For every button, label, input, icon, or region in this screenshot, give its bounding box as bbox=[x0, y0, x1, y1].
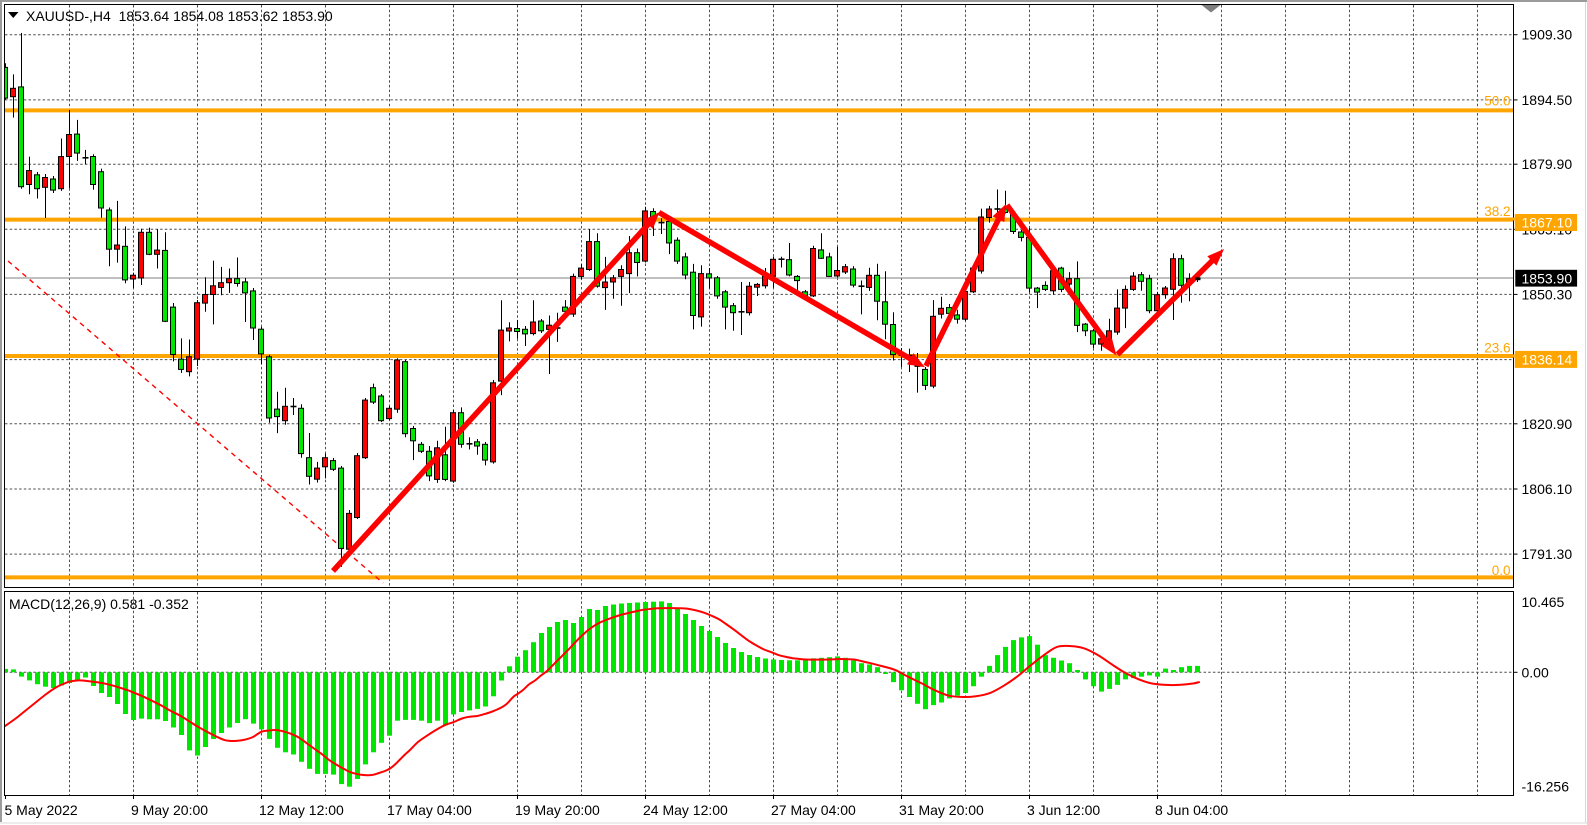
svg-text:1820.90: 1820.90 bbox=[1522, 416, 1573, 432]
svg-text:38.2: 38.2 bbox=[1484, 204, 1510, 219]
svg-text:3 Jun 12:00: 3 Jun 12:00 bbox=[1027, 802, 1100, 818]
svg-text:1791.30: 1791.30 bbox=[1522, 546, 1573, 562]
svg-text:8 Jun 04:00: 8 Jun 04:00 bbox=[1155, 802, 1228, 818]
svg-text:-16.256: -16.256 bbox=[1522, 779, 1570, 795]
svg-text:1850.30: 1850.30 bbox=[1522, 286, 1573, 302]
svg-text:0.00: 0.00 bbox=[1522, 664, 1549, 680]
svg-text:1806.10: 1806.10 bbox=[1522, 481, 1573, 497]
svg-text:1853.90: 1853.90 bbox=[1522, 270, 1573, 286]
svg-text:MACD(12,26,9) 0.581 -0.352: MACD(12,26,9) 0.581 -0.352 bbox=[9, 596, 189, 612]
svg-text:1879.90: 1879.90 bbox=[1522, 156, 1573, 172]
svg-text:24 May 12:00: 24 May 12:00 bbox=[643, 802, 728, 818]
svg-text:1867.10: 1867.10 bbox=[1522, 215, 1573, 231]
svg-text:31 May 20:00: 31 May 20:00 bbox=[899, 802, 984, 818]
svg-text:1909.30: 1909.30 bbox=[1522, 27, 1573, 43]
svg-text:0.0: 0.0 bbox=[1492, 563, 1511, 578]
svg-text:23.6: 23.6 bbox=[1484, 341, 1510, 356]
svg-text:19 May 20:00: 19 May 20:00 bbox=[515, 802, 600, 818]
svg-text:XAUUSD-,H4 1853.64 1854.08 18: XAUUSD-,H4 1853.64 1854.08 1853.62 1853.… bbox=[26, 8, 333, 24]
svg-text:5 May 2022: 5 May 2022 bbox=[5, 802, 78, 818]
svg-text:1894.50: 1894.50 bbox=[1522, 92, 1573, 108]
svg-text:27 May 04:00: 27 May 04:00 bbox=[771, 802, 856, 818]
svg-text:9 May 20:00: 9 May 20:00 bbox=[131, 802, 208, 818]
svg-text:1836.14: 1836.14 bbox=[1522, 351, 1573, 367]
svg-text:12 May 12:00: 12 May 12:00 bbox=[259, 802, 344, 818]
svg-text:50.0: 50.0 bbox=[1484, 94, 1510, 109]
svg-text:17 May 04:00: 17 May 04:00 bbox=[387, 802, 472, 818]
svg-text:10.465: 10.465 bbox=[1522, 594, 1565, 610]
